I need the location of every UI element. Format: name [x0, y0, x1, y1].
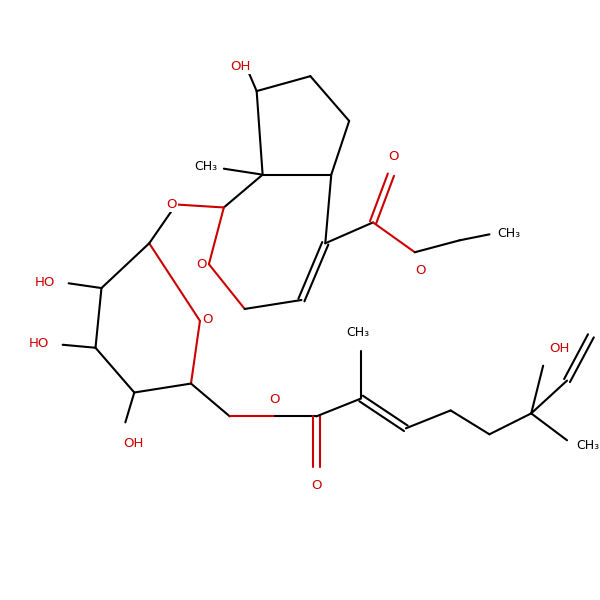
Text: O: O [202, 313, 212, 326]
Text: O: O [416, 263, 426, 277]
Text: CH₃: CH₃ [194, 160, 217, 173]
Text: HO: HO [35, 275, 55, 289]
Text: CH₃: CH₃ [497, 227, 520, 239]
Text: OH: OH [123, 437, 143, 450]
Text: O: O [196, 257, 207, 271]
Text: CH₃: CH₃ [577, 439, 599, 452]
Text: O: O [389, 150, 399, 163]
Text: OH: OH [550, 343, 570, 355]
Text: HO: HO [29, 337, 49, 350]
Text: O: O [269, 393, 280, 406]
Text: CH₃: CH₃ [347, 326, 370, 340]
Text: O: O [166, 198, 176, 211]
Text: OH: OH [230, 59, 250, 73]
Text: O: O [311, 479, 322, 491]
